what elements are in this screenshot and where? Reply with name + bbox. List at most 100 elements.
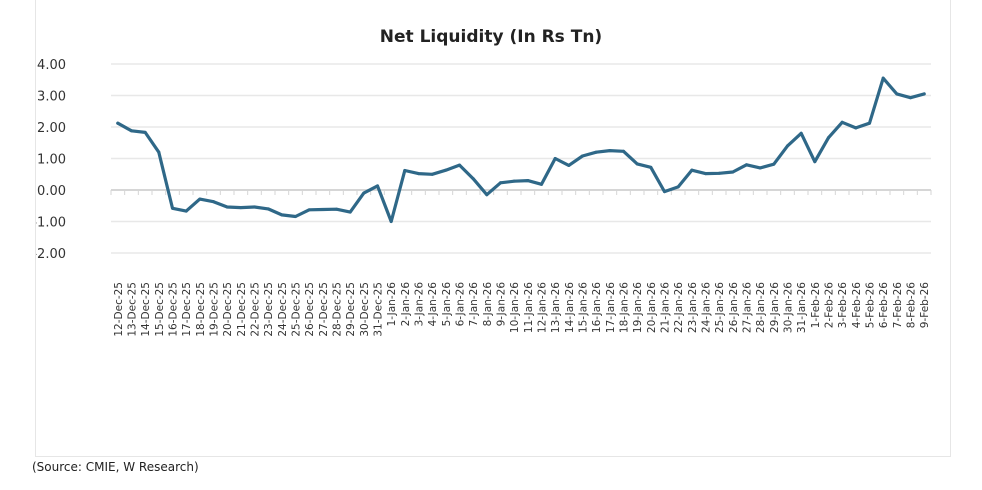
data-point	[704, 172, 707, 176]
data-point	[184, 209, 188, 213]
net-liquidity-line	[116, 76, 926, 224]
data-point	[403, 168, 407, 172]
data-point	[389, 220, 393, 223]
source-note: (Source: CMIE, W Research)	[32, 460, 199, 474]
data-point	[690, 168, 694, 172]
data-point	[116, 121, 120, 125]
x-tick-label: 24-Jan-26	[701, 282, 713, 333]
x-tick-label: 6-Feb-26	[878, 282, 890, 329]
y-tick-label: 0.00	[37, 184, 66, 199]
x-tick-label: 28-Jan-26	[755, 282, 767, 333]
x-tick-label: 3-Feb-26	[837, 282, 849, 329]
x-tick-label: 18-Jan-26	[619, 282, 631, 333]
data-point	[745, 163, 748, 167]
chart-title: Net Liquidity (In Rs Tn)	[380, 27, 602, 47]
data-point	[280, 213, 284, 217]
x-tick-label: 2-Jan-26	[400, 282, 412, 327]
data-point	[512, 179, 516, 183]
x-tick-label: 22-Jan-26	[673, 282, 685, 333]
data-point	[171, 206, 174, 210]
x-tick-label: 23-Dec-25	[263, 282, 275, 337]
x-tick-label: 27-Dec-25	[318, 282, 330, 337]
x-tick-label: 14-Jan-26	[564, 282, 576, 333]
data-point	[417, 172, 420, 176]
data-point	[922, 92, 926, 96]
net-liquidity-chart: Net Liquidity (In Rs Tn) 4.00 3.00 2.00 1.0…	[36, 27, 932, 337]
data-point	[540, 182, 543, 186]
x-tick-label: 12-Dec-25	[113, 282, 125, 337]
data-point	[294, 214, 297, 218]
x-tick-label: 9-Feb-26	[919, 282, 931, 329]
x-tick-label: 22-Dec-25	[250, 282, 262, 337]
y-tick-label: 1.00	[37, 153, 66, 168]
data-point	[854, 126, 858, 130]
x-tick-label: 24-Dec-25	[277, 282, 289, 337]
x-tick-label: 10-Jan-26	[509, 282, 521, 333]
x-tick-label: 14-Dec-25	[140, 282, 152, 337]
x-tick-label: 3-Jan-26	[414, 282, 426, 327]
x-tick-label: 20-Jan-26	[646, 282, 658, 333]
x-tick-label: 4-Jan-26	[427, 282, 439, 327]
data-point	[635, 162, 639, 166]
x-tick-label: 31-Dec-25	[373, 282, 385, 337]
data-point	[143, 130, 147, 134]
x-tick-label: 20-Dec-25	[222, 282, 234, 337]
x-tick-label: 1-Jan-26	[386, 282, 398, 327]
data-point	[717, 171, 721, 175]
x-tick-label: 31-Jan-26	[796, 282, 808, 333]
x-tick-label: 12-Jan-26	[537, 282, 549, 333]
data-point	[307, 208, 311, 212]
x-tick-label: 19-Jan-26	[632, 282, 644, 333]
data-point	[622, 149, 625, 153]
x-tick-label: 5-Jan-26	[441, 282, 453, 327]
data-point	[485, 193, 489, 197]
x-tick-label: 13-Jan-26	[550, 282, 562, 333]
data-point	[567, 163, 571, 167]
x-tick-label: 1-Feb-26	[810, 282, 822, 329]
x-tick-label: 17-Jan-26	[605, 282, 617, 333]
x-tick-label: 27-Jan-26	[742, 282, 754, 333]
x-tick-label: 17-Dec-25	[181, 282, 193, 337]
x-tick-label: 5-Feb-26	[865, 282, 877, 329]
x-tick-label: 4-Feb-26	[851, 282, 863, 329]
data-point	[608, 149, 612, 153]
data-point	[799, 131, 803, 135]
data-point	[335, 207, 338, 211]
data-point	[731, 170, 735, 174]
data-point	[772, 162, 776, 166]
data-point	[321, 208, 325, 212]
data-point	[266, 207, 270, 211]
x-tick-label: 30-Jan-26	[783, 282, 795, 333]
data-point	[813, 160, 817, 164]
data-point	[499, 181, 502, 185]
data-point	[362, 191, 366, 195]
x-tick-label: 15-Dec-25	[154, 282, 166, 337]
y-tick-label: 3.00	[37, 90, 66, 105]
x-tick-label: 26-Jan-26	[728, 282, 740, 333]
x-tick-label: 18-Dec-25	[195, 282, 207, 337]
x-tick-label: 21-Jan-26	[660, 282, 672, 333]
x-tick-label: 11-Jan-26	[523, 282, 535, 333]
x-tick-label: 7-Feb-26	[892, 282, 904, 329]
x-tick-label: 26-Dec-25	[304, 282, 316, 337]
data-point	[526, 179, 530, 183]
data-point	[868, 121, 871, 125]
x-tick-label: 13-Dec-25	[127, 282, 139, 337]
data-point	[130, 129, 133, 133]
data-point	[758, 166, 762, 170]
data-point	[430, 172, 434, 176]
data-point	[376, 184, 379, 188]
y-tick-label: -1.00	[36, 216, 66, 231]
x-tick-label: 25-Dec-25	[291, 282, 303, 337]
data-point	[157, 150, 161, 154]
data-point	[239, 206, 243, 210]
data-point	[444, 168, 448, 172]
data-point	[212, 200, 215, 204]
data-point	[458, 163, 461, 167]
x-tick-label: 28-Dec-25	[332, 282, 344, 337]
x-tick-label: 21-Dec-25	[236, 282, 248, 337]
x-tick-label: 23-Jan-26	[687, 282, 699, 333]
data-point	[909, 96, 912, 100]
x-tick-label: 30-Dec-25	[359, 282, 371, 337]
data-point	[225, 205, 229, 209]
